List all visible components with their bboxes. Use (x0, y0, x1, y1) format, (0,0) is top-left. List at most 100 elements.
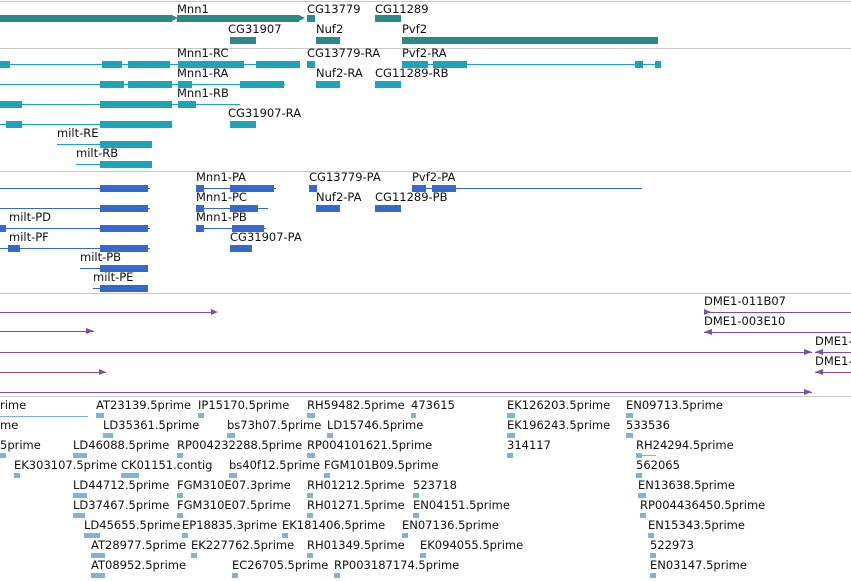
est-feature[interactable] (626, 413, 633, 418)
est-feature[interactable] (103, 433, 113, 438)
est-feature[interactable] (198, 413, 204, 418)
gene-bar-mnn1[interactable] (177, 15, 299, 22)
est-label[interactable]: 522973 (650, 538, 694, 552)
est-label[interactable]: FGM310E07.3prime (177, 478, 291, 492)
transcript-exon[interactable] (178, 61, 244, 68)
transcript-exon[interactable] (100, 81, 124, 88)
transcript-label[interactable]: milt-RE (57, 126, 99, 140)
est-label[interactable]: LD45655.5prime (84, 518, 181, 532)
est-feature[interactable] (191, 553, 197, 558)
est-feature[interactable] (307, 413, 315, 418)
transcript-label[interactable]: Mnn1-RA (177, 66, 229, 80)
transcript-label[interactable]: Mnn1-RC (177, 46, 229, 60)
est-feature[interactable] (507, 413, 515, 418)
est-feature[interactable] (177, 453, 183, 458)
est-feature[interactable] (232, 573, 238, 578)
est-label[interactable]: IP15170.5prime (198, 398, 290, 412)
est-label[interactable]: RH59482.5prime (307, 398, 405, 412)
est-label[interactable]: EC26705.5prime (232, 558, 329, 572)
est-label[interactable]: me (0, 418, 19, 432)
est-label[interactable]: 314117 (507, 438, 551, 452)
est-label[interactable]: EN07136.5prime (402, 518, 499, 532)
transcript-exon[interactable] (100, 161, 152, 168)
transcript-exon[interactable] (240, 81, 284, 88)
est-feature[interactable] (334, 573, 340, 578)
est-label[interactable]: AT23139.5prime (96, 398, 192, 412)
protein-label[interactable]: milt-PB (80, 250, 122, 264)
gene-bar[interactable] (0, 15, 172, 22)
transcript-label[interactable]: Nuf2-RA (316, 66, 363, 80)
est-feature[interactable] (413, 513, 419, 518)
est-feature[interactable] (14, 473, 20, 478)
est-label[interactable]: EP18835.3prime (182, 518, 278, 532)
est-feature[interactable] (650, 553, 656, 558)
est-label[interactable]: RP004101621.5prime (307, 438, 433, 452)
est-label[interactable]: EN03147.5prime (650, 558, 747, 572)
transcript-exon[interactable] (178, 101, 196, 108)
clone-label[interactable]: DME1-011B07 (704, 294, 786, 308)
protein-label[interactable]: CG13779-PA (309, 170, 381, 184)
est-feature[interactable] (648, 533, 654, 538)
est-label[interactable]: RH01349.5prime (307, 538, 405, 552)
est-feature[interactable] (507, 433, 515, 438)
clone-label[interactable]: DME1- (815, 334, 851, 348)
transcript-exon[interactable] (375, 81, 401, 88)
est-label[interactable]: EK126203.5prime (507, 398, 611, 412)
transcript-exon[interactable] (128, 61, 170, 68)
est-label[interactable]: RP003187174.5prime (334, 558, 460, 572)
transcript-exon[interactable] (402, 61, 428, 68)
transcript-exon[interactable] (256, 61, 300, 68)
protein-label[interactable]: Nuf2-PA (316, 190, 362, 204)
est-label[interactable]: LD37467.5prime (73, 498, 170, 512)
transcript-exon[interactable] (655, 61, 661, 68)
protein-exon[interactable] (100, 285, 148, 292)
gene-bar-nuf2[interactable] (316, 37, 340, 44)
est-feature[interactable] (182, 533, 188, 538)
transcript-exon[interactable] (230, 121, 256, 128)
protein-exon[interactable] (412, 185, 426, 192)
est-label[interactable]: 523718 (413, 478, 457, 492)
transcript-exon[interactable] (128, 81, 172, 88)
protein-exon[interactable] (100, 185, 148, 192)
est-feature[interactable] (177, 513, 183, 518)
est-label[interactable]: LD44712.5prime (73, 478, 170, 492)
transcript-label[interactable]: CG11289-RB (375, 66, 449, 80)
gene-bar-cg31907[interactable] (230, 37, 256, 44)
est-feature[interactable] (307, 553, 313, 558)
transcript-label[interactable]: milt-RB (76, 146, 119, 160)
est-feature[interactable] (84, 533, 100, 538)
protein-exon[interactable] (230, 185, 274, 192)
protein-label[interactable]: milt-PE (93, 270, 134, 284)
est-feature[interactable] (73, 453, 87, 458)
transcript-exon[interactable] (100, 121, 172, 128)
est-feature[interactable] (91, 573, 105, 578)
est-feature[interactable] (413, 493, 419, 498)
est-label[interactable]: bs73h07.5prime (227, 418, 322, 432)
transcript-label[interactable]: Pvf2-RA (402, 46, 447, 60)
transcript-exon[interactable] (307, 61, 315, 68)
protein-exon[interactable] (196, 205, 204, 212)
est-label[interactable]: 533536 (626, 418, 670, 432)
est-feature[interactable] (638, 493, 646, 498)
transcript-label[interactable]: Mnn1-RB (177, 86, 229, 100)
est-feature[interactable] (177, 493, 183, 498)
protein-exon[interactable] (375, 205, 401, 212)
est-label[interactable]: EK181406.5prime (282, 518, 386, 532)
est-feature[interactable] (650, 573, 656, 578)
est-feature[interactable] (229, 473, 237, 478)
protein-exon[interactable] (316, 205, 340, 212)
est-label[interactable]: LD46088.5prime (73, 438, 170, 452)
protein-exon[interactable] (100, 225, 148, 232)
est-label[interactable]: 562065 (636, 458, 680, 472)
transcript-exon[interactable] (100, 101, 172, 108)
est-label[interactable]: EK094055.5prime (420, 538, 524, 552)
est-label[interactable]: bs40f12.5prime (229, 458, 321, 472)
est-label[interactable]: EK227762.5prime (191, 538, 295, 552)
gene-bar-pvf2[interactable] (402, 37, 658, 44)
est-label[interactable]: AT28977.5prime (91, 538, 187, 552)
est-label[interactable]: RP004436450.5prime (640, 498, 766, 512)
est-feature[interactable] (411, 413, 416, 418)
est-feature[interactable] (640, 513, 646, 518)
est-feature[interactable] (307, 513, 313, 518)
protein-exon[interactable] (196, 225, 204, 232)
